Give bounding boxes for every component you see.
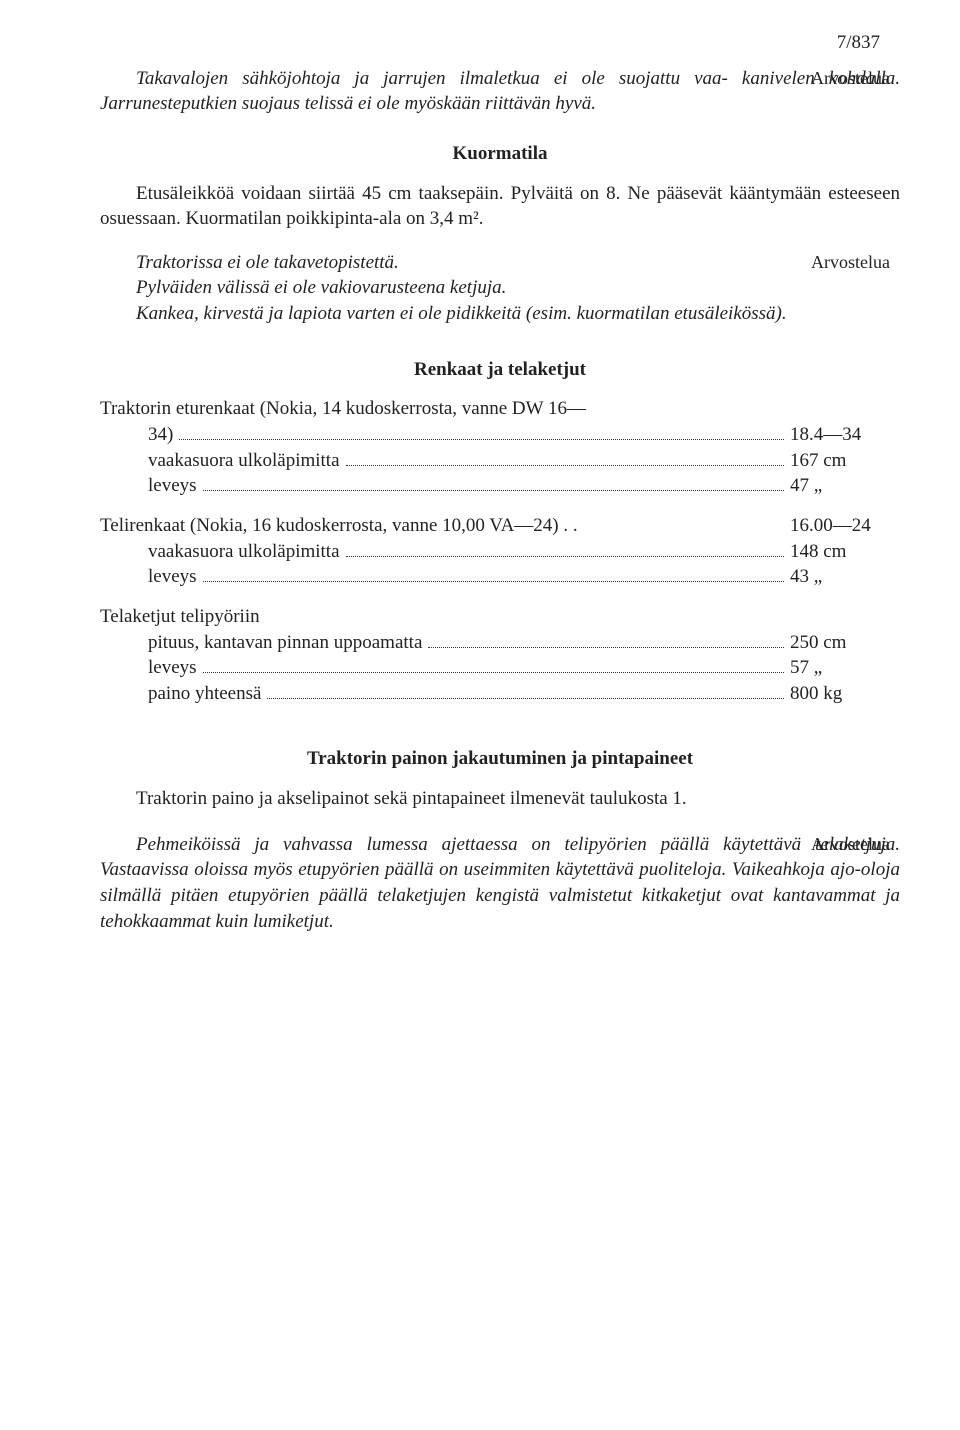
- dots: [203, 490, 784, 491]
- paragraph-3-block: Arvostelua Traktorissa ei ole takavetopi…: [100, 250, 900, 327]
- paragraph-2: Etusäleikköä voidaan siirtää 45 cm taaks…: [100, 181, 900, 232]
- spec3-row1: pituus, kantavan pinnan uppoamatta 250 c…: [100, 630, 900, 656]
- margin-note-3: Arvostelua: [811, 832, 890, 856]
- spec1-row3: leveys 47 „: [100, 473, 900, 499]
- dots: [428, 647, 784, 648]
- paragraph-3: Traktorissa ei ole takavetopistettä. Pyl…: [100, 250, 900, 327]
- spec2-row2: vaakasuora ulkoläpimitta 148 cm: [100, 539, 900, 565]
- spec1-l1: 34): [148, 422, 173, 448]
- spec2-v2: 148 cm: [790, 539, 900, 565]
- spec1-row2: vaakasuora ulkoläpimitta 167 cm: [100, 448, 900, 474]
- spec1-row1: 34) 18.4—34: [100, 422, 900, 448]
- spec1-title: Traktorin eturenkaat (Nokia, 14 kudosker…: [100, 396, 900, 422]
- spec3-v2: 57 „: [790, 655, 900, 681]
- spec3-l3: paino yhteensä: [148, 681, 261, 707]
- spec2-v3: 43 „: [790, 564, 900, 590]
- paragraph-5-block: Arvostelua Pehmeiköissä ja vahvassa lume…: [100, 832, 900, 935]
- spec1-v2: 167 cm: [790, 448, 900, 474]
- spec3-title: Telaketjut telipyöriin: [100, 604, 900, 630]
- heading-renkaat: Renkaat ja telaketjut: [100, 357, 900, 383]
- paragraph-5a: Pehmeiköissä ja vahvassa lumessa ajettae…: [136, 834, 709, 855]
- dots: [346, 556, 784, 557]
- spec1-l2: vaakasuora ulkoläpimitta: [148, 448, 340, 474]
- paragraph-4: Traktorin paino ja akselipainot sekä pin…: [100, 786, 900, 812]
- dots: [203, 581, 784, 582]
- spec-group-1: Traktorin eturenkaat (Nokia, 14 kudosker…: [100, 396, 900, 499]
- margin-note-1: Arvostelua: [811, 66, 890, 90]
- spec2-l1: Telirenkaat (Nokia, 16 kudoskerrosta, va…: [100, 513, 578, 539]
- spec-group-3: Telaketjut telipyöriin pituus, kantavan …: [100, 604, 900, 707]
- dots: [203, 672, 784, 673]
- heading-painon: Traktorin painon jakautuminen ja pintapa…: [100, 746, 900, 772]
- dots: [346, 465, 784, 466]
- paragraph-1-block: Arvostelua Takavalojen sähköjohtoja ja j…: [100, 66, 900, 117]
- spec-group-2: Telirenkaat (Nokia, 16 kudoskerrosta, va…: [100, 513, 900, 590]
- heading-kuormatila: Kuormatila: [100, 141, 900, 167]
- paragraph-3b: Pylväiden välissä ei ole vakiovarusteena…: [100, 275, 900, 301]
- spec3-row2: leveys 57 „: [100, 655, 900, 681]
- spec1-v1: 18.4—34: [790, 422, 900, 448]
- spec2-l3: leveys: [148, 564, 197, 590]
- spec1-l3: leveys: [148, 473, 197, 499]
- spec3-v1: 250 cm: [790, 630, 900, 656]
- spec3-v3: 800 kg: [790, 681, 900, 707]
- paragraph-3c: Kankea, kirvestä ja lapiota varten ei ol…: [100, 301, 900, 327]
- spec2-row1: Telirenkaat (Nokia, 16 kudoskerrosta, va…: [100, 513, 900, 539]
- page-number: 7/837: [100, 30, 900, 56]
- spec3-row3: paino yhteensä 800 kg: [100, 681, 900, 707]
- paragraph-1-line1: Takavalojen sähköjohtoja ja jarrujen ilm…: [136, 68, 728, 89]
- spec1-v3: 47 „: [790, 473, 900, 499]
- margin-note-2: Arvostelua: [811, 250, 890, 274]
- spec3-l2: leveys: [148, 655, 197, 681]
- dots: [179, 439, 784, 440]
- paragraph-3a: Traktorissa ei ole takavetopistettä.: [100, 250, 900, 276]
- spec2-l2: vaakasuora ulkoläpimitta: [148, 539, 340, 565]
- spec2-v1: 16.00—24: [790, 513, 900, 539]
- spec3-l1: pituus, kantavan pinnan uppoamatta: [148, 630, 422, 656]
- spec2-row3: leveys 43 „: [100, 564, 900, 590]
- paragraph-5: Pehmeiköissä ja vahvassa lumessa ajettae…: [100, 832, 900, 935]
- paragraph-1: Takavalojen sähköjohtoja ja jarrujen ilm…: [100, 66, 900, 117]
- dots: [267, 698, 784, 699]
